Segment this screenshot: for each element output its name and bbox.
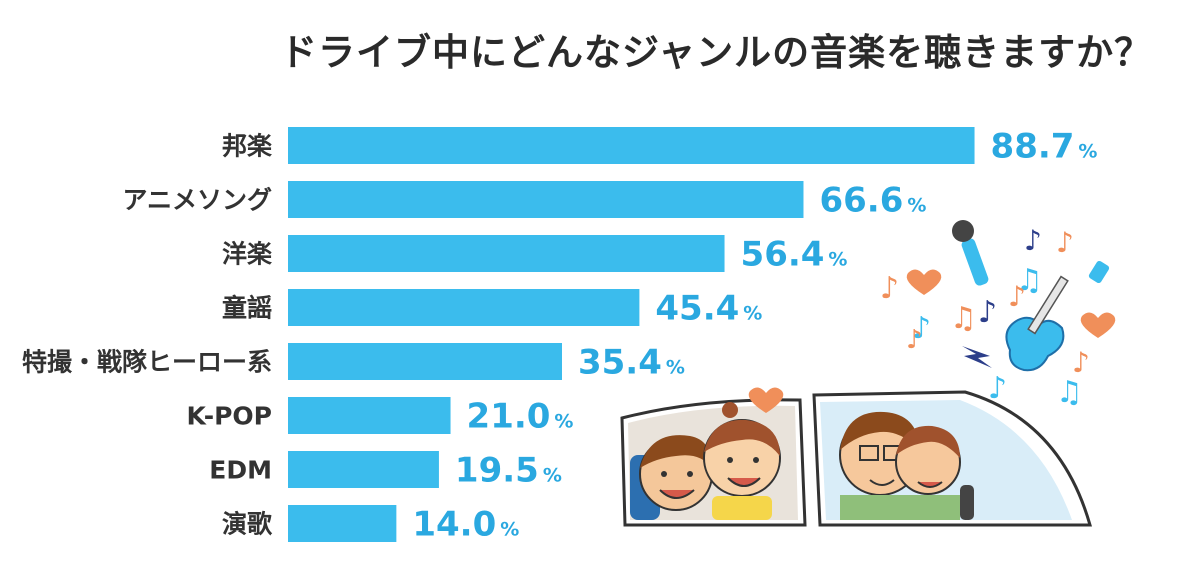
- electric-guitar-icon: [1005, 260, 1110, 372]
- music-note-icon: ♪: [988, 371, 1007, 406]
- lightning-bolt-icon: [962, 346, 992, 368]
- music-note-icon: ♪: [906, 325, 923, 355]
- category-label: 演歌: [222, 510, 273, 539]
- bar: [288, 505, 397, 542]
- category-label: アニメソング: [122, 186, 272, 215]
- value-label: 19.5%: [455, 451, 562, 491]
- music-note-icon: ♪: [1056, 226, 1074, 259]
- music-note-icon: ♪: [880, 271, 899, 306]
- music-note-icon: ♫: [950, 301, 977, 336]
- heart-icon: [906, 269, 942, 295]
- music-note-icon: ♪: [1008, 280, 1026, 313]
- bar: [288, 181, 804, 218]
- music-decorations: ♪ ♪ ♫ ♪ ♪ ♪ ♪ ♫ ♪ ♪ ♫ ♪: [880, 220, 1116, 410]
- category-label: 洋楽: [222, 240, 273, 269]
- music-note-icon: ♪: [978, 295, 997, 330]
- music-note-icon: ♪: [1072, 346, 1090, 379]
- bar: [288, 127, 975, 164]
- value-label: 14.0%: [412, 505, 519, 545]
- music-note-icon: ♫: [1056, 375, 1083, 410]
- category-label: EDM: [209, 456, 272, 485]
- value-label: 88.7%: [991, 127, 1098, 167]
- value-label: 35.4%: [578, 343, 685, 383]
- value-label: 56.4%: [741, 235, 848, 275]
- bar: [288, 451, 439, 488]
- bar: [288, 289, 640, 326]
- category-label: K-POP: [187, 402, 272, 431]
- value-label: 66.6%: [819, 181, 926, 221]
- music-note-icon: ♪: [912, 311, 931, 346]
- chart-title: ドライブ中にどんなジャンルの音楽を聴きますか？: [280, 31, 1153, 74]
- category-label: 童謡: [222, 294, 272, 323]
- heart-icon: [1080, 312, 1116, 338]
- music-note-icon: ♪: [1024, 224, 1042, 257]
- category-label: 特撮・戦隊ヒーロー系: [22, 348, 272, 377]
- bar: [288, 397, 451, 434]
- heart-icon: [748, 387, 784, 413]
- bar: [288, 343, 562, 380]
- parents-in-front-seat: [812, 390, 1092, 527]
- music-note-icon: ♫: [1016, 263, 1043, 298]
- category-label: 邦楽: [222, 132, 273, 161]
- value-label: 45.4%: [655, 289, 762, 329]
- value-label: 21.0%: [467, 397, 574, 437]
- microphone-icon: [952, 220, 989, 286]
- bar: [288, 235, 725, 272]
- children-in-back-seat: [620, 387, 807, 527]
